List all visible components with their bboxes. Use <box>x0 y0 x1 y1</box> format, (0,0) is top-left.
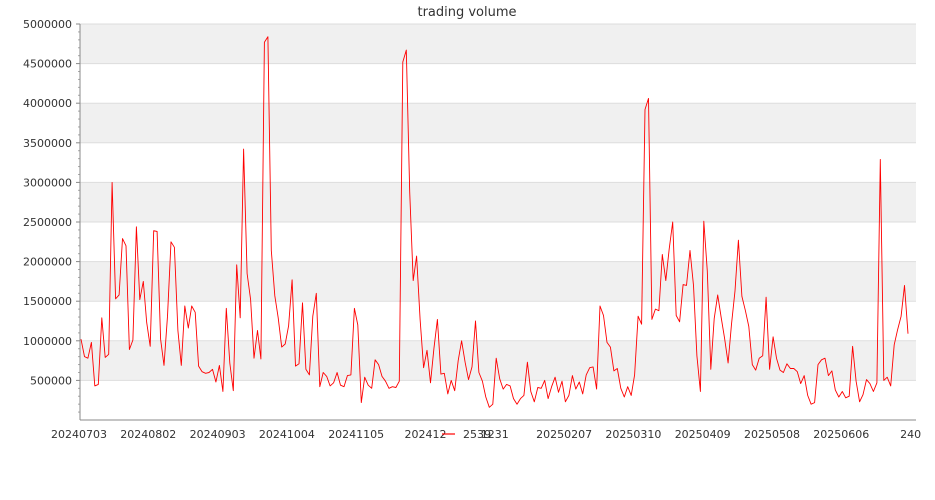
y-axis: 500000 1000000 1500000 2000000 2500000 300000… <box>23 18 81 420</box>
series-line <box>80 36 909 408</box>
y-tick-label: 3500000 <box>23 137 72 150</box>
x-tick-label: 20240903 <box>190 428 246 441</box>
series-line-group <box>80 36 909 408</box>
x-tick-label: 20250207 <box>536 428 592 441</box>
grid-band <box>80 103 916 143</box>
x-tick-label: 20250606 <box>813 428 869 441</box>
grid-band <box>80 261 916 302</box>
y-tick-label: 500000 <box>30 374 72 387</box>
y-tick-label: 5000000 <box>23 18 72 31</box>
x-tick-label: 240 <box>900 428 921 441</box>
x-tick-label: 202412 <box>405 428 447 441</box>
y-tick-label: 2000000 <box>23 256 72 269</box>
x-tick-label: 20250409 <box>675 428 731 441</box>
legend-label: 2539 <box>463 428 491 441</box>
chart-title: trading volume <box>417 5 516 20</box>
y-tick-label: 4500000 <box>23 58 72 71</box>
grid-band <box>80 340 916 381</box>
y-tick-label: 1500000 <box>23 295 72 308</box>
x-tick-label: 20240802 <box>120 428 176 441</box>
x-tick-label: 20250508 <box>744 428 800 441</box>
y-tick-label: 1000000 <box>23 335 72 348</box>
x-tick-label: 20240703 <box>51 428 107 441</box>
grid-bands <box>80 24 916 381</box>
x-tick-label: 20241105 <box>328 428 384 441</box>
grid-band <box>80 24 916 64</box>
legend: 2539 <box>442 428 491 441</box>
y-tick-label: 3000000 <box>23 176 72 189</box>
x-tick-label: 20250310 <box>605 428 661 441</box>
grid-band <box>80 182 916 222</box>
x-axis: 20240703 20240802 20240903 20241004 20241105… <box>51 419 921 441</box>
y-tick-label: 2500000 <box>23 216 72 229</box>
x-tick-label: 20241004 <box>259 428 315 441</box>
x-tick-label: 1231 <box>481 428 509 441</box>
y-tick-label: 4000000 <box>23 97 72 110</box>
gridlines <box>80 23 916 381</box>
